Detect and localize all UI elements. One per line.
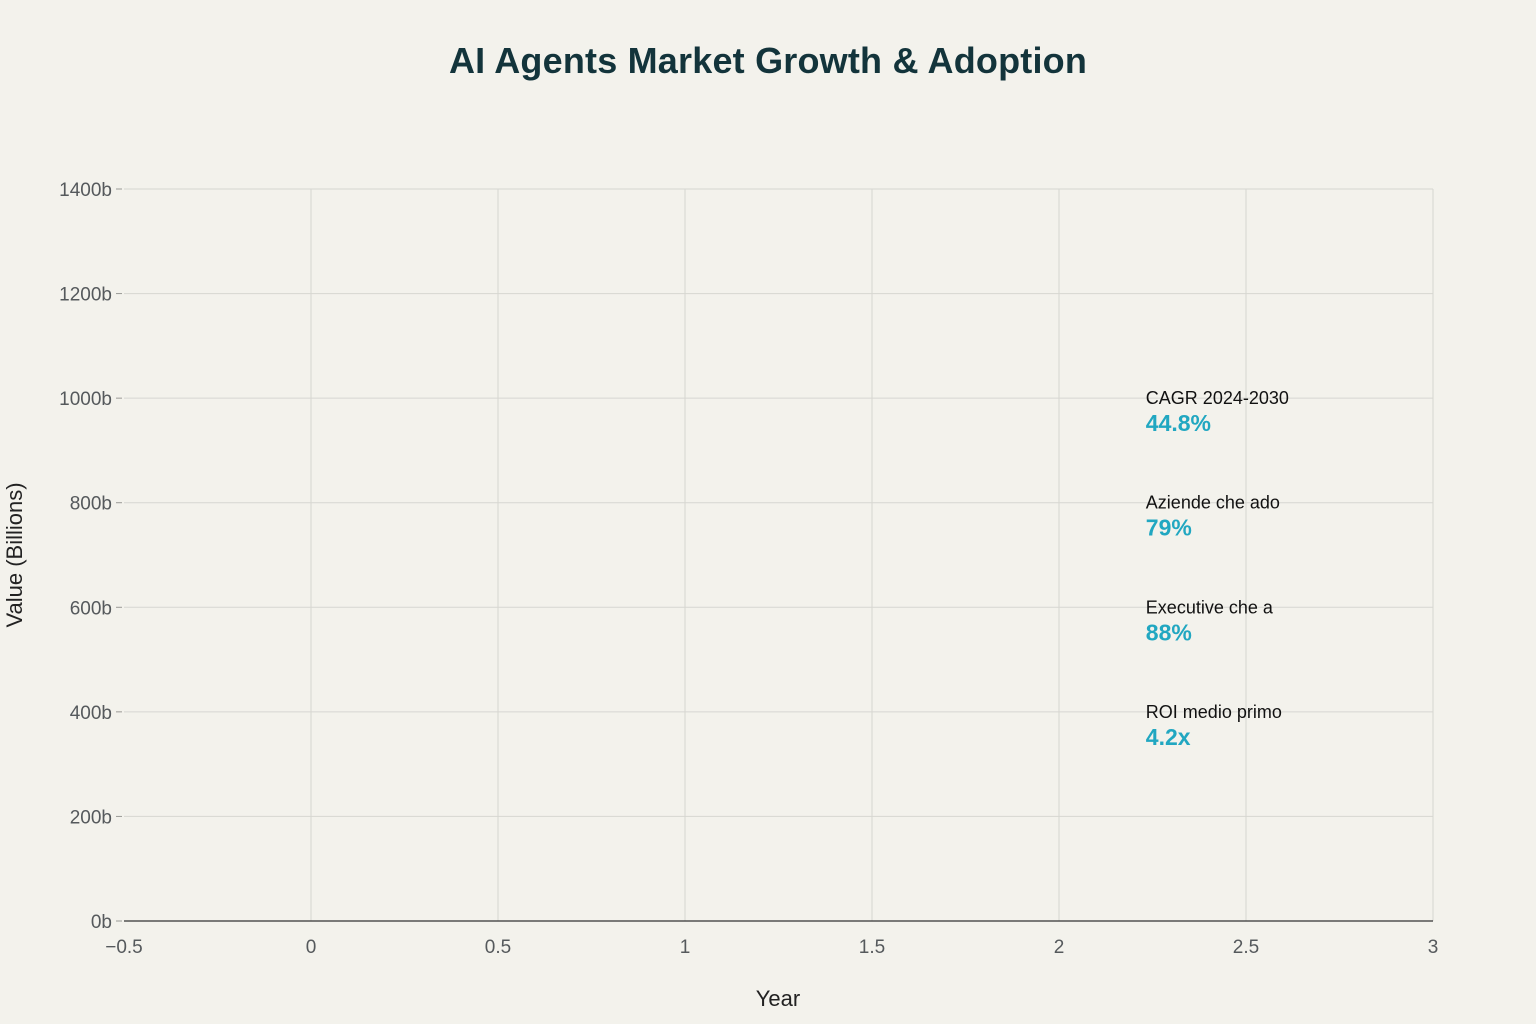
annotation-card: Executive che a88%: [1146, 597, 1274, 645]
annotation-label: ROI medio primo: [1146, 702, 1282, 722]
y-tick-label: 0b: [91, 912, 112, 933]
y-tick-label: 400b: [70, 703, 112, 724]
x-tick-label: 2.5: [1233, 937, 1259, 958]
annotation-label: CAGR 2024-2030: [1146, 388, 1289, 408]
y-axis-title: Value (Billions): [2, 482, 27, 627]
grid-lines: [116, 188, 1434, 922]
annotation-value: 44.8%: [1146, 410, 1211, 436]
annotation-value: 88%: [1146, 619, 1192, 645]
y-tick-label: 200b: [70, 807, 112, 828]
x-tick-label: −0.5: [105, 937, 143, 958]
annotation-label: Aziende che ado: [1146, 493, 1280, 513]
x-tick-label: 1.5: [859, 937, 885, 958]
annotation-value: 4.2x: [1146, 724, 1191, 750]
x-tick-label: 3: [1428, 937, 1439, 958]
y-tick-label: 800b: [70, 494, 112, 515]
x-axis-title: Year: [756, 986, 800, 1011]
annotation-label: Executive che a: [1146, 597, 1274, 617]
y-tick-label: 600b: [70, 598, 112, 619]
y-tick-label: 1200b: [59, 285, 112, 306]
annotation-value: 79%: [1146, 515, 1192, 541]
x-tick-label: 1: [680, 937, 691, 958]
y-tick-label: 1400b: [59, 180, 112, 201]
chart-title: AI Agents Market Growth & Adoption: [448, 40, 1088, 81]
tick-labels: −0.5 0 0.5 1 1.5 2 2.5 3 0b 200b 400b 600b 800b 1000b…: [59, 180, 1438, 958]
y-tick-label: 1000b: [59, 389, 112, 410]
x-tick-label: 0: [306, 937, 317, 958]
x-tick-label: 2: [1054, 937, 1065, 958]
x-tick-label: 0.5: [485, 937, 511, 958]
